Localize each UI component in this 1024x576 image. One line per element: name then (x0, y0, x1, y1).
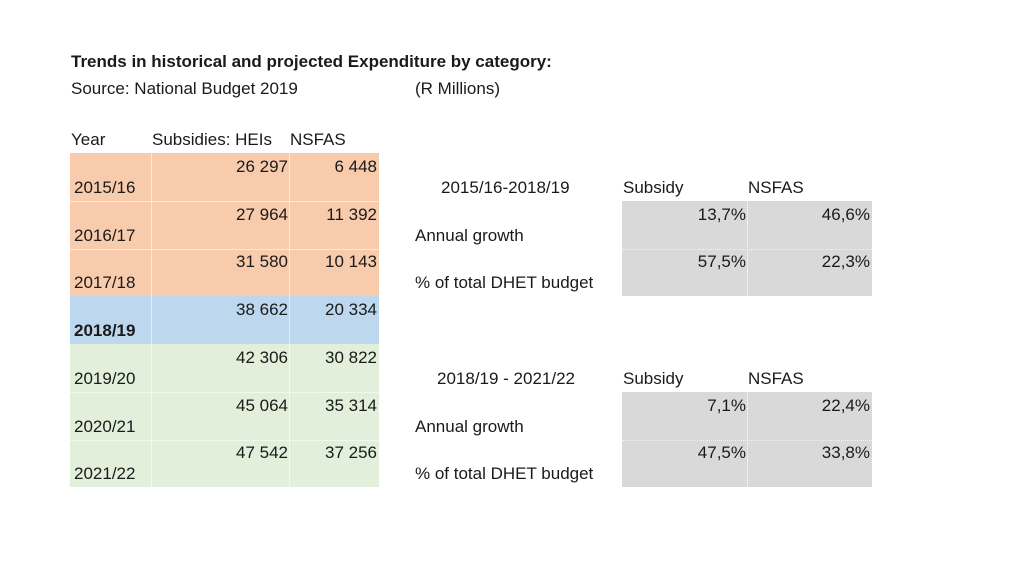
summary2-subsidy-value: 7,1% (707, 396, 746, 415)
cell-subsidies: 26 297 (236, 157, 288, 176)
summary1-col-subsidy: Subsidy (623, 178, 684, 197)
grid-line (70, 440, 379, 441)
header-nsfas: NSFAS (290, 130, 346, 149)
historical-band (70, 153, 379, 296)
grid-line (151, 153, 152, 487)
cell-subsidies: 38 662 (236, 300, 288, 319)
cell-year: 2015/16 (74, 178, 136, 197)
grid-line (289, 153, 290, 487)
cell-year-current: 2018/19 (74, 321, 136, 340)
cell-subsidies: 27 964 (236, 205, 288, 224)
summary1-nsfas-value: 46,6% (821, 205, 870, 224)
cell-year: 2021/22 (74, 464, 136, 483)
summary1-subsidy-value: 57,5% (697, 252, 746, 271)
cell-nsfas: 6 448 (334, 157, 377, 176)
cell-year: 2016/17 (74, 226, 136, 245)
cell-nsfas: 35 314 (325, 396, 377, 415)
summary2-row-label: % of total DHET budget (415, 464, 594, 483)
summary2-col-subsidy: Subsidy (623, 369, 684, 388)
units-note: (R Millions) (415, 79, 500, 98)
summary1-col-nsfas: NSFAS (748, 178, 804, 197)
cell-subsidies: 47 542 (236, 443, 288, 462)
cell-nsfas: 30 822 (325, 348, 377, 367)
header-subsidies: Subsidies: HEIs (152, 130, 272, 149)
cell-nsfas: 37 256 (325, 443, 377, 462)
summary1-row-label: Annual growth (415, 226, 524, 245)
cell-nsfas: 20 334 (325, 300, 377, 319)
summary1-nsfas-value: 22,3% (821, 252, 870, 271)
grid-line (747, 392, 748, 487)
grid-line (70, 249, 379, 250)
projected-band (70, 344, 379, 487)
cell-year: 2017/18 (74, 273, 136, 292)
summary2-period: 2018/19 - 2021/22 (437, 369, 576, 388)
summary2-nsfas-value: 33,8% (821, 443, 870, 462)
summary1-subsidy-value: 13,7% (697, 205, 746, 224)
cell-subsidies: 42 306 (236, 348, 288, 367)
current-year-band (70, 296, 379, 344)
grid-line (622, 440, 872, 441)
cell-nsfas: 10 143 (325, 252, 377, 271)
cell-subsidies: 45 064 (236, 396, 288, 415)
page-title: Trends in historical and projected Expen… (71, 52, 552, 71)
summary2-nsfas-value: 22,4% (821, 396, 870, 415)
grid-line (70, 201, 379, 202)
cell-year: 2019/20 (74, 369, 136, 388)
grid-line (747, 201, 748, 296)
source-note: Source: National Budget 2019 (71, 79, 298, 98)
summary1-period: 2015/16-2018/19 (441, 178, 570, 197)
cell-year: 2020/21 (74, 417, 136, 436)
cell-nsfas: 11 392 (326, 205, 377, 224)
summary2-col-nsfas: NSFAS (748, 369, 804, 388)
summary2-subsidy-value: 47,5% (697, 443, 746, 462)
header-year: Year (71, 130, 106, 149)
grid-line (70, 392, 379, 393)
summary1-row-label: % of total DHET budget (415, 273, 594, 292)
grid-line (622, 249, 872, 250)
summary2-row-label: Annual growth (415, 417, 524, 436)
cell-subsidies: 31 580 (236, 252, 288, 271)
